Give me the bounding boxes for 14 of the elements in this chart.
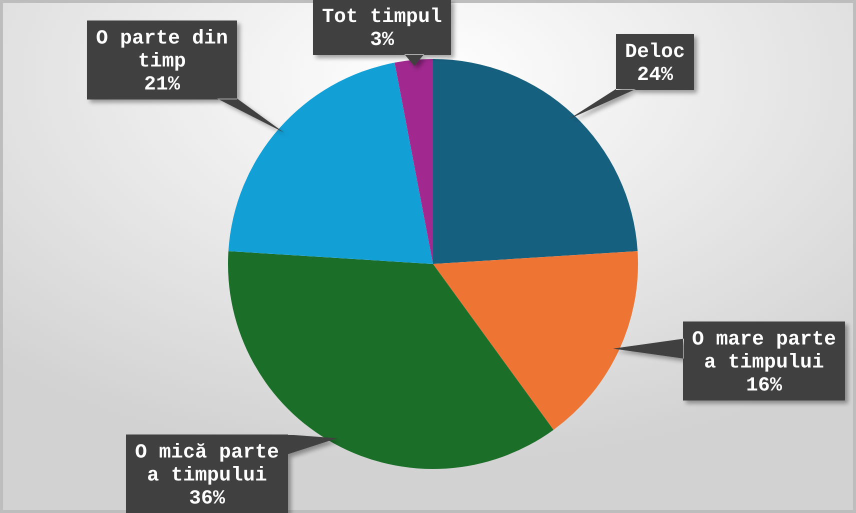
data-label: 24% [636,64,674,87]
slice-label: O parte din timp [96,27,228,74]
data-label: 21% [144,73,181,96]
slice-label: Tot timpul [322,6,442,29]
pie-slice [433,59,638,264]
data-label: 16% [746,374,783,398]
slice-label: Deloc [624,40,686,64]
pie-slice [433,251,638,430]
data-label: 3% [370,28,395,52]
data-label: 36% [188,487,226,510]
slice-label: O mică parte a timpului [134,441,280,488]
slice-label: O mare parte a timpului [692,328,836,374]
pie-slice [394,59,433,264]
pie-slice [228,62,433,264]
